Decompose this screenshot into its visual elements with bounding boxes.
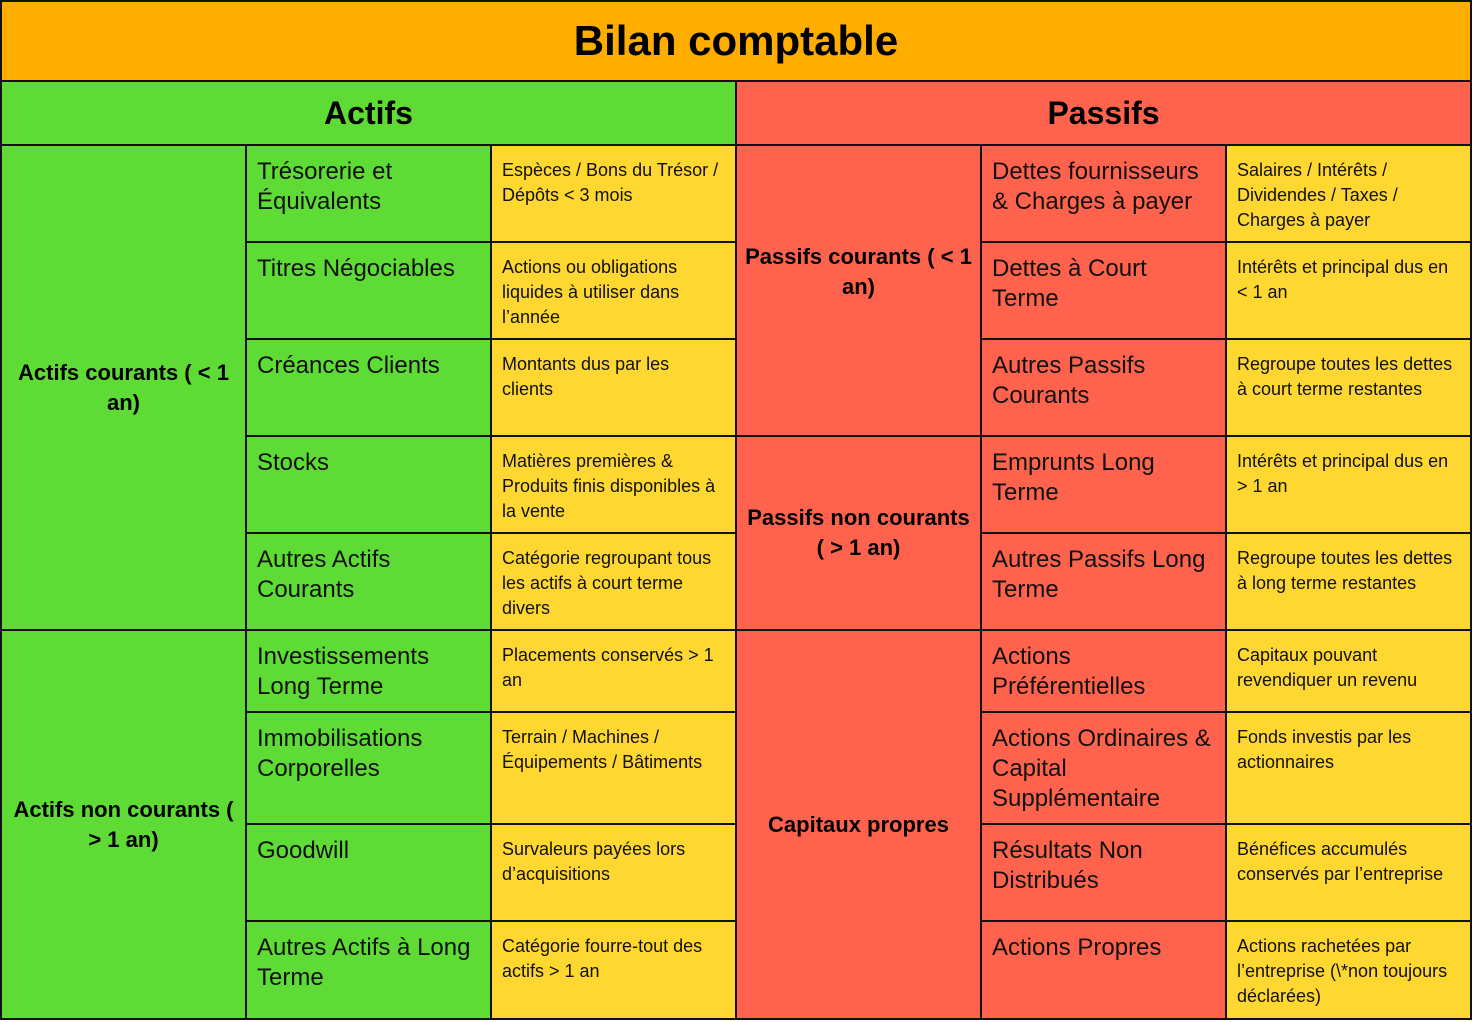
equity-item: Actions Propres xyxy=(982,922,1227,1020)
liability-description: Regroupe toutes les dettes à long terme … xyxy=(1227,534,1472,631)
asset-item: Trésorerie et Équivalents xyxy=(247,146,492,243)
equity-description: Capitaux pouvant revendiquer un revenu xyxy=(1227,631,1472,713)
liability-description: Salaires / Intérêts / Dividendes / Taxes… xyxy=(1227,146,1472,243)
asset-item: Créances Clients xyxy=(247,340,492,437)
liability-item: Emprunts Long Terme xyxy=(982,437,1227,534)
passifs-non-courants-label: Passifs non courants ( > 1 an) xyxy=(737,437,982,631)
actifs-non-courants-label: Actifs non courants ( > 1 an) xyxy=(0,631,247,1020)
equity-description: Bénéfices accumulés conservés par l’entr… xyxy=(1227,825,1472,922)
asset-description: Catégorie regroupant tous les actifs à c… xyxy=(492,534,737,631)
passifs-header: Passifs xyxy=(737,82,1472,146)
asset-item: Investissements Long Terme xyxy=(247,631,492,713)
asset-item: Goodwill xyxy=(247,825,492,922)
liability-description: Intérêts et principal dus en > 1 an xyxy=(1227,437,1472,534)
liability-item: Dettes à Court Terme xyxy=(982,243,1227,340)
equity-item: Actions Préférentielles xyxy=(982,631,1227,713)
asset-item: Autres Actifs Courants xyxy=(247,534,492,631)
asset-item: Stocks xyxy=(247,437,492,534)
asset-description: Placements conservés > 1 an xyxy=(492,631,737,713)
table-title: Bilan comptable xyxy=(0,0,1472,82)
liability-item: Dettes fournisseurs & Charges à payer xyxy=(982,146,1227,243)
actifs-header: Actifs xyxy=(0,82,737,146)
asset-description: Montants dus par les clients xyxy=(492,340,737,437)
actifs-courants-label: Actifs courants ( < 1 an) xyxy=(0,146,247,631)
asset-item: Autres Actifs à Long Terme xyxy=(247,922,492,1020)
liability-item: Autres Passifs Long Terme xyxy=(982,534,1227,631)
passifs-courants-label: Passifs courants ( < 1 an) xyxy=(737,146,982,437)
asset-description: Catégorie fourre-tout des actifs > 1 an xyxy=(492,922,737,1020)
capitaux-propres-label: Capitaux propres xyxy=(737,631,982,1020)
asset-description: Actions ou obligations liquides à utilis… xyxy=(492,243,737,340)
equity-description: Fonds investis par les actionnaires xyxy=(1227,713,1472,825)
equity-description: Actions rachetées par l’entreprise (\*no… xyxy=(1227,922,1472,1020)
asset-description: Survaleurs payées lors d’acquisitions xyxy=(492,825,737,922)
equity-item: Actions Ordinaires & Capital Supplémenta… xyxy=(982,713,1227,825)
asset-description: Matières premières & Produits finis disp… xyxy=(492,437,737,534)
asset-description: Terrain / Machines / Équipements / Bâtim… xyxy=(492,713,737,825)
asset-item: Immobilisations Corporelles xyxy=(247,713,492,825)
liability-description: Regroupe toutes les dettes à court terme… xyxy=(1227,340,1472,437)
asset-description: Espèces / Bons du Trésor / Dépôts < 3 mo… xyxy=(492,146,737,243)
liability-description: Intérêts et principal dus en < 1 an xyxy=(1227,243,1472,340)
asset-item: Titres Négociables xyxy=(247,243,492,340)
equity-item: Résultats Non Distribués xyxy=(982,825,1227,922)
liability-item: Autres Passifs Courants xyxy=(982,340,1227,437)
